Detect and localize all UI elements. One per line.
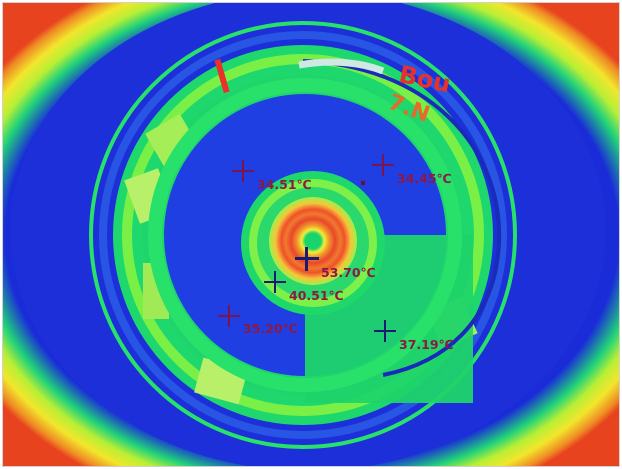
crosshair-marker-p3	[295, 247, 319, 271]
thermal-scene: Bou 7.N	[3, 3, 619, 466]
crosshair-marker-p4	[264, 271, 286, 293]
temp-label-p5: 35.20℃	[243, 321, 298, 336]
crosshair-marker-p2	[372, 154, 394, 176]
outer-ring	[89, 21, 517, 449]
temp-label-p2: 34.45℃	[397, 171, 452, 186]
crosshair-marker-p5	[218, 305, 240, 327]
crosshair-marker-p6	[374, 320, 396, 342]
hotspot	[269, 197, 357, 285]
temp-label-p6: 37.19℃	[399, 337, 454, 352]
temp-label-p1: 34.51℃	[257, 177, 312, 192]
temp-label-p3: 53.70℃	[321, 265, 376, 280]
crosshair-marker-p1	[232, 160, 254, 182]
temp-label-p4: 40.51℃	[289, 288, 344, 303]
